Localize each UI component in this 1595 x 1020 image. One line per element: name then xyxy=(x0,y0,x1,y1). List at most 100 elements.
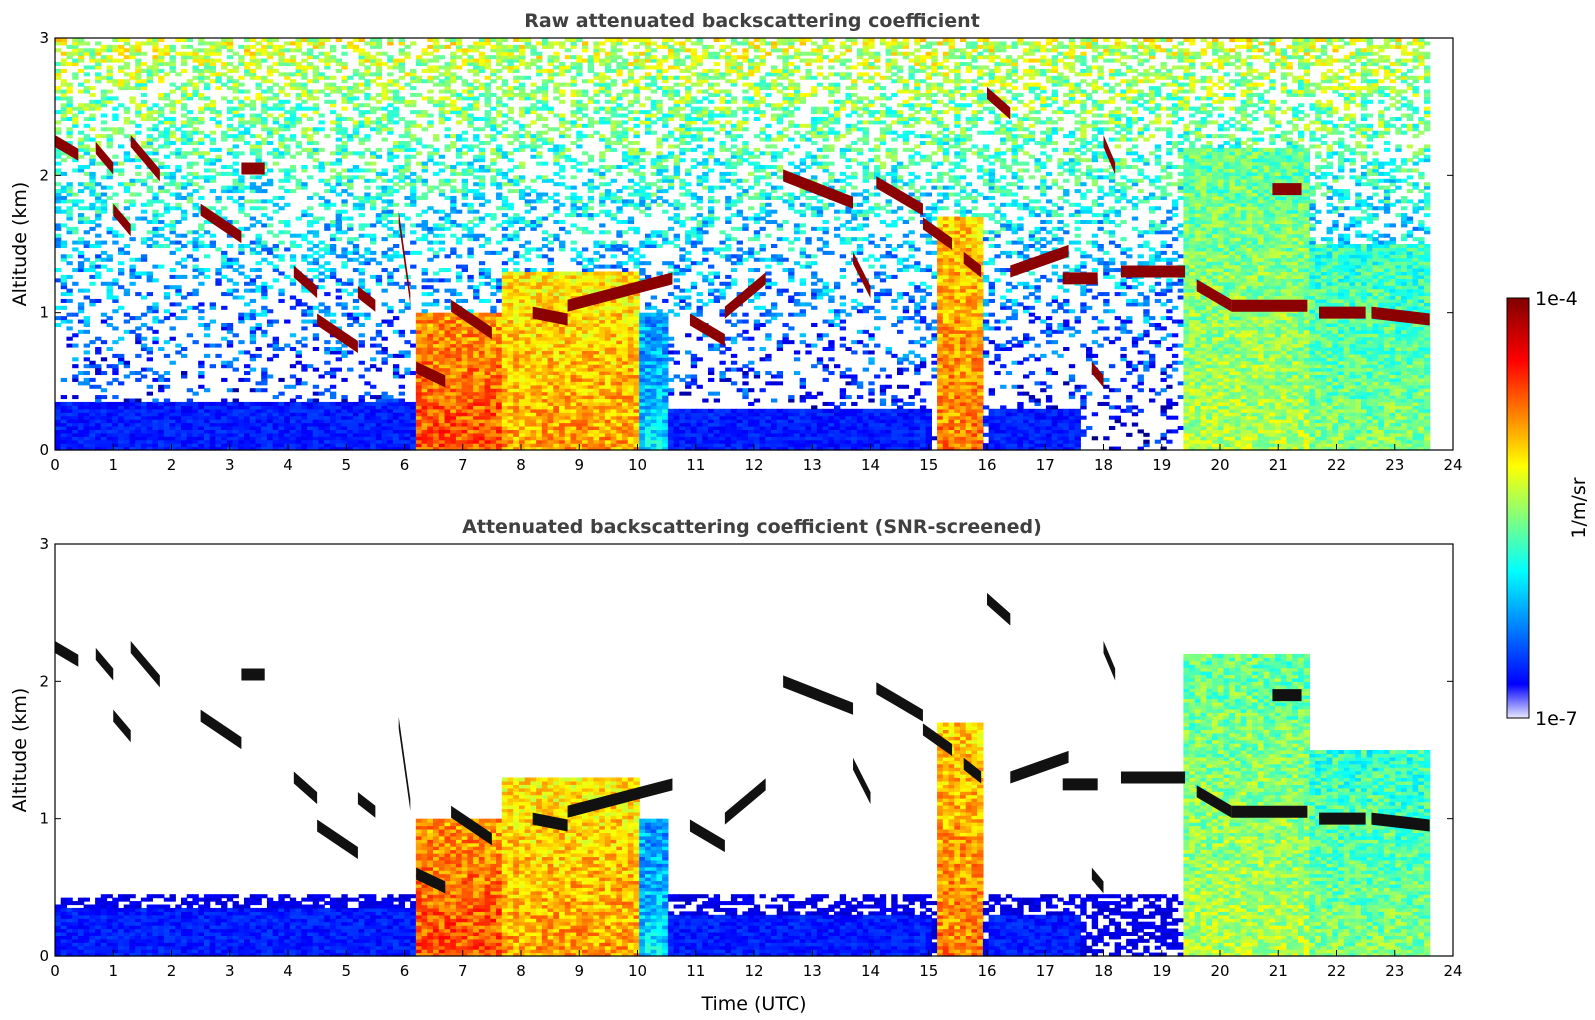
heatmap-cell xyxy=(301,82,308,87)
heatmap-cell xyxy=(146,401,153,406)
heatmap-cell xyxy=(450,103,457,108)
heatmap-cell xyxy=(433,415,440,420)
heatmap-cell xyxy=(123,405,131,410)
heatmap-cell xyxy=(364,429,371,434)
heatmap-cell xyxy=(352,268,360,273)
heatmap-cell xyxy=(329,371,337,376)
heatmap-cell xyxy=(324,261,331,266)
heatmap-cell xyxy=(410,422,417,427)
heatmap-cell xyxy=(72,439,79,444)
heatmap-cell xyxy=(95,425,102,430)
heatmap-cell xyxy=(518,55,526,60)
heatmap-cell xyxy=(186,436,194,441)
heatmap-cell xyxy=(404,432,411,437)
heatmap-cell xyxy=(66,134,73,139)
heatmap-cell xyxy=(198,96,205,101)
heatmap-cell xyxy=(186,141,194,146)
heatmap-cell xyxy=(530,274,537,279)
heatmap-cell xyxy=(518,244,526,249)
heatmap-cell xyxy=(387,322,394,327)
heatmap-cell xyxy=(123,182,131,187)
heatmap-cell xyxy=(95,398,102,403)
heatmap-cell xyxy=(467,168,474,173)
heatmap-cell xyxy=(427,319,434,324)
heatmap-cell xyxy=(118,432,125,437)
heatmap-cell xyxy=(203,161,211,166)
heatmap-cell xyxy=(318,422,325,427)
heatmap-cell xyxy=(192,432,199,437)
heatmap-cell xyxy=(461,79,469,84)
heatmap-cell xyxy=(203,274,211,279)
heatmap-cell xyxy=(66,192,73,197)
heatmap-cell xyxy=(192,189,199,194)
heatmap-cell xyxy=(381,357,388,362)
heatmap-cell xyxy=(541,425,549,430)
heatmap-cell xyxy=(329,312,337,317)
heatmap-cell xyxy=(490,408,497,413)
heatmap-cell xyxy=(129,72,136,77)
heatmap-cell xyxy=(398,68,405,73)
heatmap-cell xyxy=(169,360,176,365)
heatmap-cell xyxy=(83,425,90,430)
heatmap-cell xyxy=(513,357,520,362)
heatmap-cell xyxy=(444,347,451,352)
heatmap-cell xyxy=(266,422,274,427)
heatmap-cell xyxy=(507,367,514,372)
heatmap-cell xyxy=(421,384,428,389)
heatmap-cell xyxy=(307,398,314,403)
heatmap-cell xyxy=(358,268,365,273)
heatmap-cell xyxy=(518,274,526,279)
heatmap-cell xyxy=(209,412,216,417)
heatmap-cell xyxy=(129,86,136,91)
heatmap-cell xyxy=(261,443,268,448)
heatmap-cell xyxy=(347,322,354,327)
heatmap-cell xyxy=(478,38,486,43)
heatmap-cell xyxy=(329,110,337,115)
heatmap-cell xyxy=(158,377,165,382)
heatmap-cell xyxy=(100,439,108,444)
heatmap-cell xyxy=(524,268,532,273)
heatmap-cell xyxy=(192,240,199,245)
heatmap-cell xyxy=(335,419,342,424)
heatmap-cell xyxy=(421,192,428,197)
heatmap-cell xyxy=(490,285,497,290)
heatmap-cell xyxy=(507,333,514,338)
heatmap-cell xyxy=(536,151,543,156)
heatmap-cell xyxy=(158,113,165,118)
heatmap-cell xyxy=(335,192,342,197)
heatmap-cell xyxy=(118,446,125,451)
heatmap-cell xyxy=(198,364,205,369)
heatmap-cell xyxy=(106,226,113,231)
heatmap-cell xyxy=(467,360,474,365)
heatmap-cell xyxy=(146,429,153,434)
heatmap-cell xyxy=(261,374,268,379)
heatmap-cell xyxy=(364,82,371,87)
heatmap-cell xyxy=(272,161,279,166)
heatmap-cell xyxy=(181,141,188,146)
heatmap-cell xyxy=(536,99,543,104)
heatmap-cell xyxy=(433,384,440,389)
heatmap-cell xyxy=(467,171,474,176)
heatmap-cell xyxy=(329,271,337,276)
heatmap-cell xyxy=(507,336,514,341)
heatmap-cell xyxy=(289,408,297,413)
heatmap-cell xyxy=(421,233,428,238)
heatmap-cell xyxy=(175,408,182,413)
heatmap-cell xyxy=(295,178,302,183)
heatmap-cell xyxy=(524,75,532,80)
heatmap-cell xyxy=(77,189,85,194)
heatmap-cell xyxy=(433,312,440,317)
heatmap-cell xyxy=(387,130,394,135)
heatmap-cell xyxy=(341,182,348,187)
heatmap-cell xyxy=(490,364,497,369)
heatmap-cell xyxy=(249,182,257,187)
heatmap-cell xyxy=(341,353,348,358)
heatmap-cell xyxy=(381,192,388,197)
heatmap-cell xyxy=(381,209,388,214)
heatmap-cell xyxy=(513,274,520,279)
heatmap-cell xyxy=(496,398,503,403)
heatmap-cell xyxy=(501,48,509,53)
heatmap-cell xyxy=(410,178,417,183)
heatmap-cell xyxy=(496,298,503,303)
heatmap-cell xyxy=(433,233,440,238)
